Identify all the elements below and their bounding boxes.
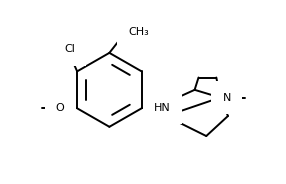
Text: HN: HN [154, 103, 171, 113]
Text: O: O [56, 103, 64, 113]
Text: Cl: Cl [64, 44, 75, 54]
Text: N: N [223, 93, 231, 102]
Text: CH₃: CH₃ [128, 27, 149, 37]
